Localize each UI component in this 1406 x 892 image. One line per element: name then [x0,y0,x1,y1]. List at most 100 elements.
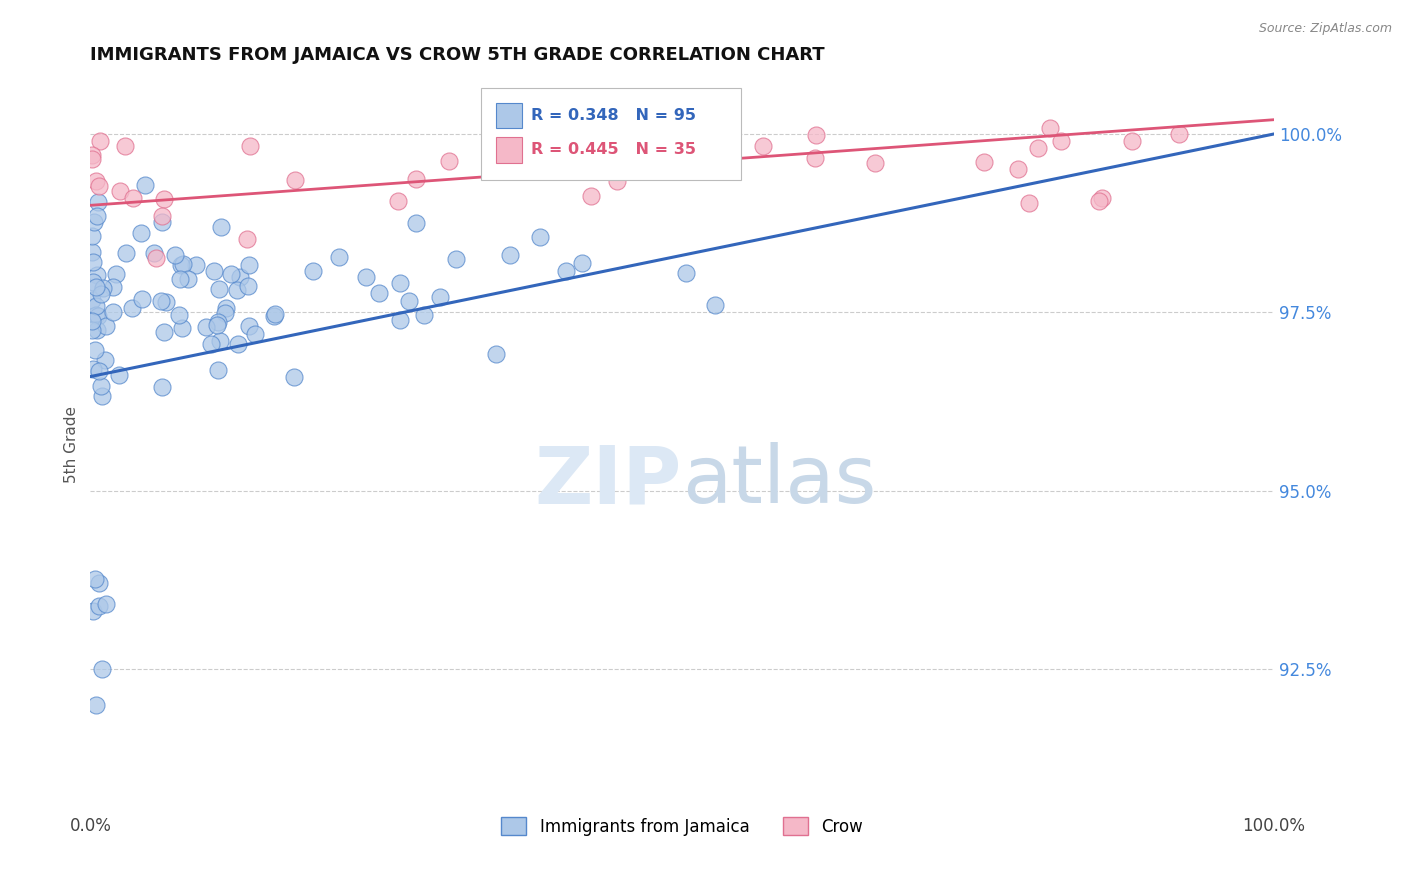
Text: ZIP: ZIP [534,442,682,520]
Point [104,267,127,281]
Point [184,259,207,273]
Point [1018,195,1040,210]
Point [1121,134,1143,148]
Point [245,327,267,342]
Point [194,319,217,334]
Point [94,597,117,611]
Point [328,250,350,264]
Point [405,172,427,186]
Point [108,184,131,198]
Point [155,294,177,309]
Point [80,313,103,327]
Point [163,248,186,262]
Point [226,337,249,351]
Point [121,191,143,205]
Text: Source: ZipAtlas.com: Source: ZipAtlas.com [1258,22,1392,36]
Point [153,325,176,339]
Point [1007,162,1029,177]
Point [804,152,827,166]
Point [84,299,107,313]
Point [1026,141,1049,155]
Point [94,319,117,334]
Point [973,154,995,169]
Y-axis label: 5th Grade: 5th Grade [65,406,79,483]
Point [1039,120,1062,135]
Point [87,194,110,209]
Point [145,251,167,265]
Point [1168,127,1191,141]
Point [150,380,173,394]
Text: R = 0.445   N = 35: R = 0.445 N = 35 [530,142,696,157]
Point [101,279,124,293]
Point [207,363,229,377]
Point [80,148,103,162]
Point [581,189,603,203]
Point [388,313,411,327]
Point [82,275,104,289]
Text: R = 0.348   N = 95: R = 0.348 N = 95 [530,108,696,122]
Point [405,216,427,230]
Point [83,343,105,357]
Point [485,346,508,360]
Point [167,308,190,322]
Legend: Immigrants from Jamaica, Crow: Immigrants from Jamaica, Crow [494,809,872,844]
Point [152,192,174,206]
Point [87,599,110,613]
Point [82,604,104,618]
Point [283,369,305,384]
Point [398,294,420,309]
Point [388,276,411,290]
Point [82,361,104,376]
Point [209,334,232,349]
Point [83,215,105,229]
Point [169,271,191,285]
Point [675,266,697,280]
Point [84,698,107,712]
Point [624,147,647,161]
Point [215,301,238,315]
Point [80,152,103,166]
Point [86,268,108,282]
Point [93,281,115,295]
Point [89,134,111,148]
Point [80,228,103,243]
Point [142,246,165,260]
Point [131,227,153,241]
Point [226,283,249,297]
Point [131,292,153,306]
Point [238,318,260,333]
Point [439,154,461,169]
Point [499,248,522,262]
Point [571,256,593,270]
Point [80,245,103,260]
Point [134,178,156,193]
Point [114,138,136,153]
Point [229,270,252,285]
Point [91,389,114,403]
Text: IMMIGRANTS FROM JAMAICA VS CROW 5TH GRADE CORRELATION CHART: IMMIGRANTS FROM JAMAICA VS CROW 5TH GRAD… [90,46,825,64]
Point [412,308,434,322]
Point [1087,194,1109,209]
Text: atlas: atlas [682,442,876,520]
Point [205,318,228,332]
Point [87,364,110,378]
Point [387,194,409,208]
Point [679,128,702,143]
Point [264,307,287,321]
Point [804,128,827,142]
Point [704,298,727,312]
FancyBboxPatch shape [481,88,741,180]
Point [444,252,467,267]
Point [91,662,114,676]
Point [1091,190,1114,204]
Point [87,179,110,194]
Point [368,285,391,300]
Point [90,286,112,301]
Point [121,301,143,315]
Point [80,323,103,337]
Point [236,232,259,246]
Point [84,309,107,323]
Point [302,264,325,278]
Point [86,323,108,337]
Point [86,309,108,323]
